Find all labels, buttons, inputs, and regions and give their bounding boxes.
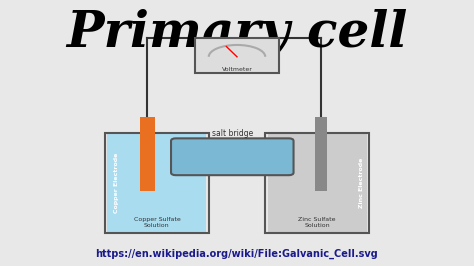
Text: Primary cell: Primary cell — [66, 8, 408, 58]
FancyBboxPatch shape — [268, 134, 366, 232]
FancyBboxPatch shape — [315, 117, 327, 191]
FancyBboxPatch shape — [195, 38, 279, 73]
Text: Copper Electrode: Copper Electrode — [114, 153, 119, 213]
Text: https://en.wikipedia.org/wiki/File:Galvanic_Cell.svg: https://en.wikipedia.org/wiki/File:Galva… — [96, 249, 378, 259]
Text: salt bridge: salt bridge — [212, 129, 253, 138]
Text: Zinc Electrode: Zinc Electrode — [359, 158, 365, 208]
FancyBboxPatch shape — [171, 138, 293, 175]
Text: Zinc Sulfate
Solution: Zinc Sulfate Solution — [298, 217, 336, 228]
FancyBboxPatch shape — [108, 134, 206, 232]
Text: Voltmeter: Voltmeter — [221, 67, 253, 72]
Text: Copper Sulfate
Solution: Copper Sulfate Solution — [134, 217, 180, 228]
FancyBboxPatch shape — [140, 117, 155, 191]
